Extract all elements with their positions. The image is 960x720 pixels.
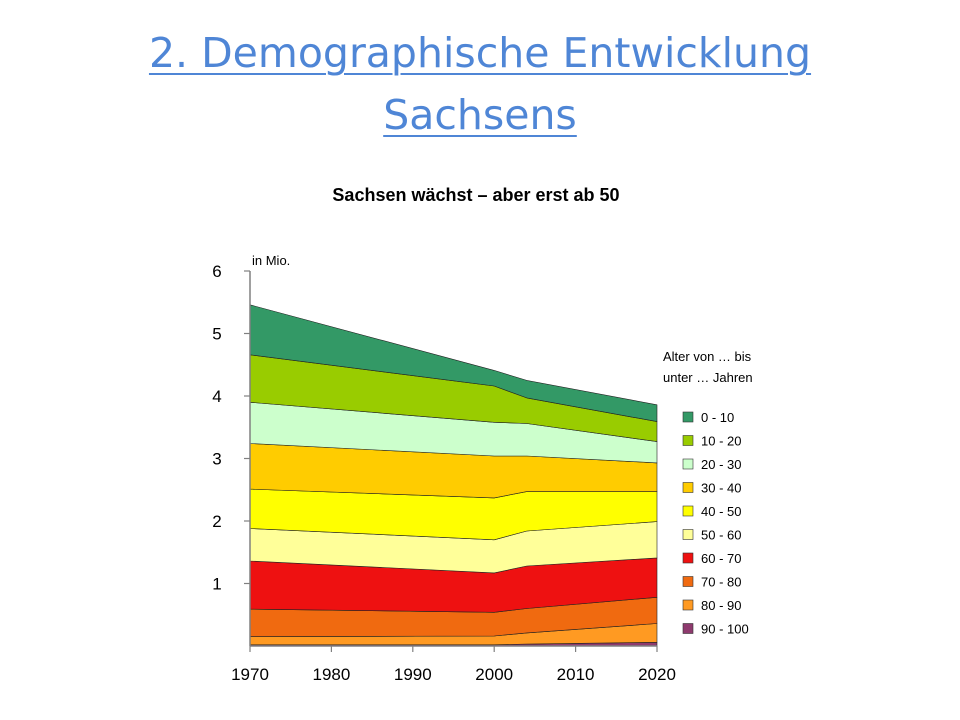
y-tick-label: 5	[212, 325, 221, 344]
x-tick-label: 1990	[394, 665, 432, 684]
legend-label: 40 - 50	[701, 504, 741, 519]
legend-label: 80 - 90	[701, 598, 741, 613]
slide-title-line-1[interactable]: 2. Demographische Entwicklung	[148, 29, 812, 77]
legend-label: 10 - 20	[701, 434, 741, 449]
legend: Alter von … bis unter … Jahren 0 - 10 10 …	[663, 349, 753, 637]
y-tick-label: 1	[212, 575, 221, 594]
legend-title-line-2: unter … Jahren	[663, 370, 753, 385]
x-tick-label: 1980	[312, 665, 350, 684]
y-tick-label: 4	[212, 387, 221, 406]
legend-label: 20 - 30	[701, 457, 741, 472]
chart-title: Sachsen wächst – aber erst ab 50	[332, 185, 619, 205]
legend-label: 0 - 10	[701, 410, 734, 425]
legend-label: 50 - 60	[701, 528, 741, 543]
legend-swatch	[682, 623, 694, 634]
area-layers	[249, 304, 658, 647]
y-tick-label: 3	[212, 450, 221, 469]
legend-swatch	[682, 435, 694, 446]
slide-title-line-2[interactable]: Sachsens	[383, 91, 577, 139]
x-tick-label: 2010	[557, 665, 595, 684]
legend-swatch	[682, 458, 694, 470]
legend-swatch	[682, 576, 694, 587]
legend-swatch	[682, 529, 694, 540]
area-0-10	[249, 304, 658, 422]
x-tick-label: 2000	[475, 665, 513, 684]
legend-swatch	[682, 482, 694, 493]
legend-swatch	[682, 505, 694, 517]
axes: 1 2 3 4 5 6 1970 1980 1990 2000 2010 2020	[212, 262, 676, 684]
legend-label: 90 - 100	[701, 622, 749, 637]
y-tick-label: 6	[212, 262, 221, 281]
legend-label: 70 - 80	[701, 575, 741, 590]
x-tick-label: 1970	[231, 665, 269, 684]
legend-label: 60 - 70	[701, 551, 741, 566]
y-tick-label: 2	[212, 512, 221, 531]
legend-label: 30 - 40	[701, 481, 741, 496]
legend-title-line-1: Alter von … bis	[663, 349, 752, 364]
legend-swatch	[682, 552, 694, 564]
slide-title[interactable]: 2. Demographische Entwicklung Sachsens	[0, 22, 960, 146]
y-axis-unit-label: in Mio.	[252, 253, 290, 268]
x-tick-label: 2020	[638, 665, 676, 684]
legend-swatch	[682, 411, 694, 423]
legend-swatch	[682, 599, 694, 611]
